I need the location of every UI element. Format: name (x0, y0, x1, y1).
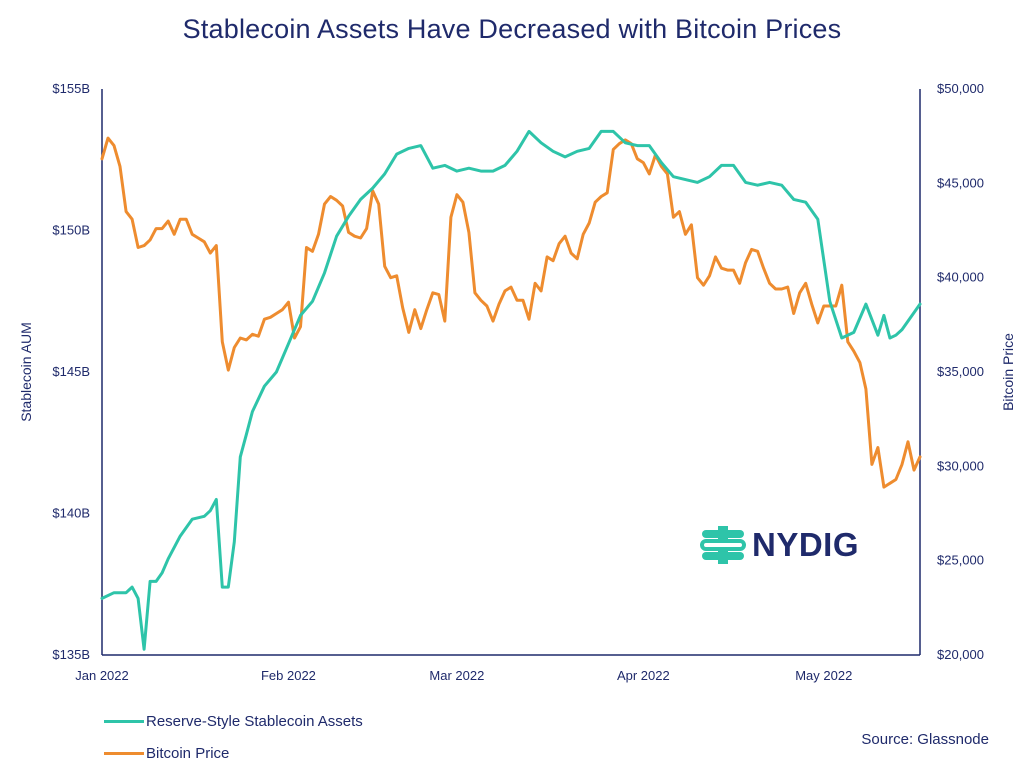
right-tick-label: $30,000 (937, 458, 984, 473)
legend-swatch-stablecoin (104, 720, 144, 723)
left-tick-label: $150B (52, 223, 90, 238)
left-axis-title: Stablecoin AUM (18, 322, 34, 422)
right-tick-label: $25,000 (937, 553, 984, 568)
right-tick-label: $20,000 (937, 647, 984, 662)
left-tick-label: $155B (52, 81, 90, 96)
right-axis-title: Bitcoin Price (1000, 333, 1016, 411)
x-tick-label: Feb 2022 (261, 668, 316, 683)
x-tick-label: Mar 2022 (429, 668, 484, 683)
legend-label-bitcoin: Bitcoin Price (146, 745, 230, 762)
legend-label-stablecoin: Reserve-Style Stablecoin Assets (146, 713, 363, 730)
series-line-bitcoin-price (100, 136, 922, 489)
left-tick-label: $145B (52, 364, 90, 379)
series-line-stablecoin-assets (100, 129, 922, 651)
right-tick-label: $40,000 (937, 270, 984, 285)
source-note: Source: Glassnode (861, 731, 989, 748)
legend-item-stablecoin: Reserve-Style Stablecoin Assets (104, 713, 363, 730)
nydig-logo-icon (700, 526, 746, 564)
nydig-logo: NYDIG (700, 524, 859, 566)
right-tick-label: $50,000 (937, 81, 984, 96)
x-tick-label: Jan 2022 (75, 668, 129, 683)
x-tick-label: May 2022 (795, 668, 852, 683)
right-tick-label: $45,000 (937, 175, 984, 190)
legend-item-bitcoin: Bitcoin Price (104, 745, 229, 762)
x-tick-label: Apr 2022 (617, 668, 670, 683)
chart-title: Stablecoin Assets Have Decreased with Bi… (182, 14, 842, 44)
left-tick-label: $140B (52, 506, 90, 521)
left-tick-label: $135B (52, 647, 90, 662)
right-tick-label: $35,000 (937, 364, 984, 379)
nydig-logo-text: NYDIG (752, 526, 860, 563)
legend-swatch-bitcoin (104, 752, 144, 755)
